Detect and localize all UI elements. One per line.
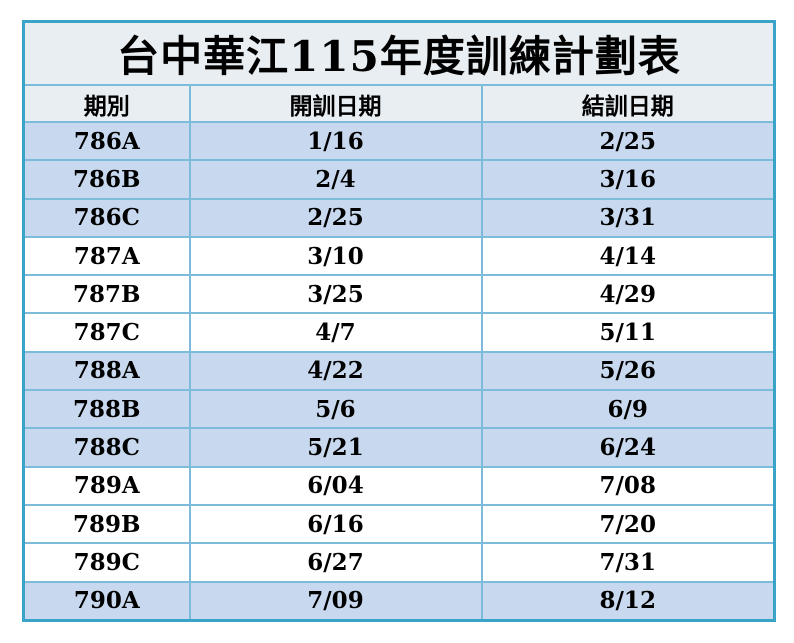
cell-end-date: 5/11	[480, 312, 776, 353]
cell-start-date: 6/16	[188, 503, 483, 545]
cell-period: 789B	[22, 503, 191, 545]
cell-start-date: 4/7	[188, 312, 483, 353]
table-row: 789B 6/16 7/20	[22, 503, 776, 545]
cell-period: 787C	[22, 312, 191, 353]
cell-start-date: 5/21	[188, 427, 483, 468]
table-row: 789A 6/04 7/08	[22, 465, 776, 506]
cell-start-date: 6/04	[188, 465, 483, 506]
cell-period: 789A	[22, 465, 191, 506]
cell-period: 789C	[22, 542, 191, 583]
cell-start-date: 4/22	[188, 350, 483, 392]
cell-end-date: 3/31	[480, 197, 776, 238]
table-row: 789C 6/27 7/31	[22, 542, 776, 583]
column-header-start-date: 開訓日期	[188, 84, 483, 123]
table-row: 788A 4/22 5/26	[22, 350, 776, 392]
table-row: 788C 5/21 6/24	[22, 427, 776, 468]
cell-start-date: 6/27	[188, 542, 483, 583]
cell-end-date: 4/14	[480, 235, 776, 277]
cell-period: 786A	[22, 120, 191, 162]
column-header-end-date: 結訓日期	[480, 84, 776, 123]
cell-end-date: 8/12	[480, 580, 776, 622]
column-header-period: 期別	[22, 84, 191, 123]
cell-end-date: 2/25	[480, 120, 776, 162]
training-schedule-table: 台中華江115年度訓練計劃表 期別 開訓日期 結訓日期 786A 1/16 2/…	[22, 20, 776, 622]
cell-start-date: 2/4	[188, 159, 483, 200]
table-row: 788B 5/6 6/9	[22, 389, 776, 430]
page-title: 台中華江115年度訓練計劃表	[22, 20, 776, 86]
cell-period: 788B	[22, 389, 191, 430]
table-row: 787B 3/25 4/29	[22, 274, 776, 315]
cell-end-date: 6/9	[480, 389, 776, 430]
cell-start-date: 2/25	[188, 197, 483, 238]
cell-period: 787B	[22, 274, 191, 315]
cell-period: 786B	[22, 159, 191, 200]
cell-period: 786C	[22, 197, 191, 238]
cell-start-date: 5/6	[188, 389, 483, 430]
cell-period: 788C	[22, 427, 191, 468]
cell-end-date: 5/26	[480, 350, 776, 392]
title-row: 台中華江115年度訓練計劃表	[22, 20, 776, 86]
table-row: 786C 2/25 3/31	[22, 197, 776, 238]
cell-end-date: 6/24	[480, 427, 776, 468]
table-row: 787C 4/7 5/11	[22, 312, 776, 353]
cell-period: 788A	[22, 350, 191, 392]
table-row: 786B 2/4 3/16	[22, 159, 776, 200]
cell-start-date: 3/10	[188, 235, 483, 277]
header-row: 期別 開訓日期 結訓日期	[22, 84, 776, 123]
cell-end-date: 4/29	[480, 274, 776, 315]
cell-end-date: 7/20	[480, 503, 776, 545]
cell-end-date: 7/08	[480, 465, 776, 506]
cell-start-date: 1/16	[188, 120, 483, 162]
cell-period: 790A	[22, 580, 191, 622]
cell-end-date: 3/16	[480, 159, 776, 200]
cell-start-date: 3/25	[188, 274, 483, 315]
table-row: 790A 7/09 8/12	[22, 580, 776, 622]
cell-period: 787A	[22, 235, 191, 277]
cell-end-date: 7/31	[480, 542, 776, 583]
table-row: 787A 3/10 4/14	[22, 235, 776, 277]
cell-start-date: 7/09	[188, 580, 483, 622]
table-row: 786A 1/16 2/25	[22, 120, 776, 162]
